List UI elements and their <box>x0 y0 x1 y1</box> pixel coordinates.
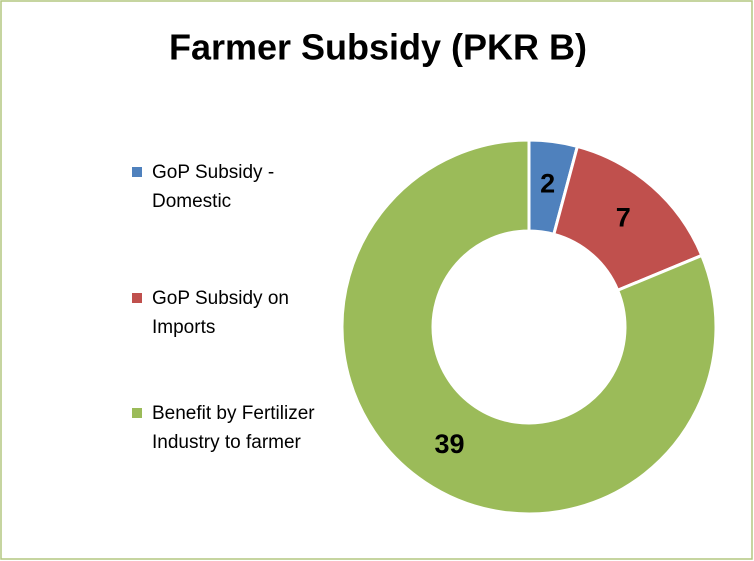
legend-swatch <box>132 293 142 303</box>
legend-label: Benefit by Fertilizer Industry to farmer <box>152 403 315 453</box>
legend-swatch <box>132 167 142 177</box>
legend-label: GoP Subsidy - Domestic <box>152 162 275 212</box>
legend-label: GoP Subsidy on Imports <box>152 288 289 338</box>
data-label: 7 <box>616 203 631 233</box>
doughnut-slice <box>340 138 718 516</box>
doughnut-slice <box>552 144 704 293</box>
chart-title: Farmer Subsidy (PKR B) <box>169 27 587 68</box>
data-label: 2 <box>540 168 555 198</box>
legend-swatch <box>132 408 142 418</box>
data-label: 39 <box>435 429 465 459</box>
